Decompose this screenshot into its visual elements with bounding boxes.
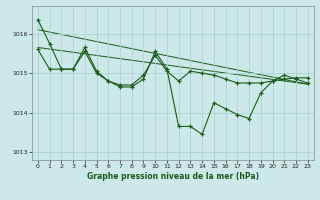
- X-axis label: Graphe pression niveau de la mer (hPa): Graphe pression niveau de la mer (hPa): [87, 172, 259, 181]
